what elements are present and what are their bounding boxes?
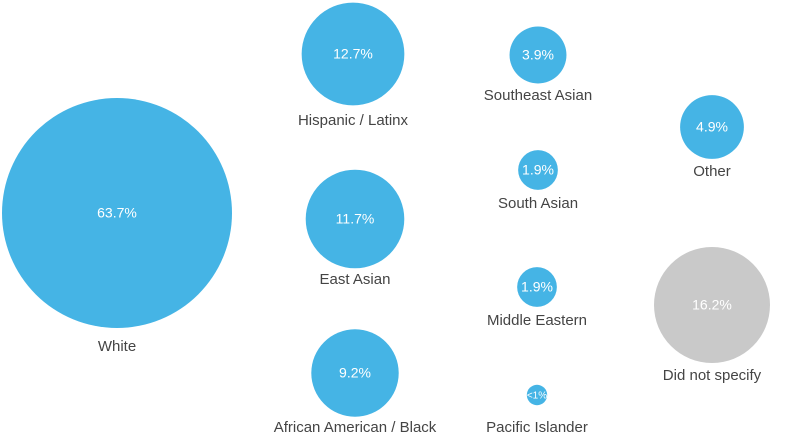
category-label: Pacific Islander xyxy=(486,419,588,436)
category-label: African American / Black xyxy=(274,419,437,436)
category-label: Southeast Asian xyxy=(484,87,592,104)
category-label: Hispanic / Latinx xyxy=(298,112,409,129)
bubble xyxy=(518,150,558,190)
bubble xyxy=(2,98,232,328)
value-label: 4.9% xyxy=(696,119,728,135)
value-label: 11.7% xyxy=(336,211,375,227)
value-label: <1% xyxy=(527,391,547,402)
bubble xyxy=(509,26,567,84)
value-label: 1.9% xyxy=(521,279,553,295)
category-label: South Asian xyxy=(498,195,578,212)
bubble xyxy=(526,384,548,406)
bubble xyxy=(311,329,399,417)
value-label: 63.7% xyxy=(97,205,137,221)
category-label: White xyxy=(98,338,136,355)
category-label: Did not specify xyxy=(663,367,762,384)
value-label: 1.9% xyxy=(522,162,554,178)
value-label: 9.2% xyxy=(339,365,371,381)
value-label: 16.2% xyxy=(692,297,732,313)
bubble xyxy=(305,169,405,269)
category-label: Other xyxy=(693,163,731,180)
bubble xyxy=(654,247,770,363)
category-label: East Asian xyxy=(320,271,391,288)
bubble xyxy=(680,95,744,159)
value-label: 12.7% xyxy=(333,46,373,62)
bubble xyxy=(517,267,557,307)
value-label: 3.9% xyxy=(522,47,554,63)
category-label: Middle Eastern xyxy=(487,312,587,329)
bubble xyxy=(301,2,405,106)
